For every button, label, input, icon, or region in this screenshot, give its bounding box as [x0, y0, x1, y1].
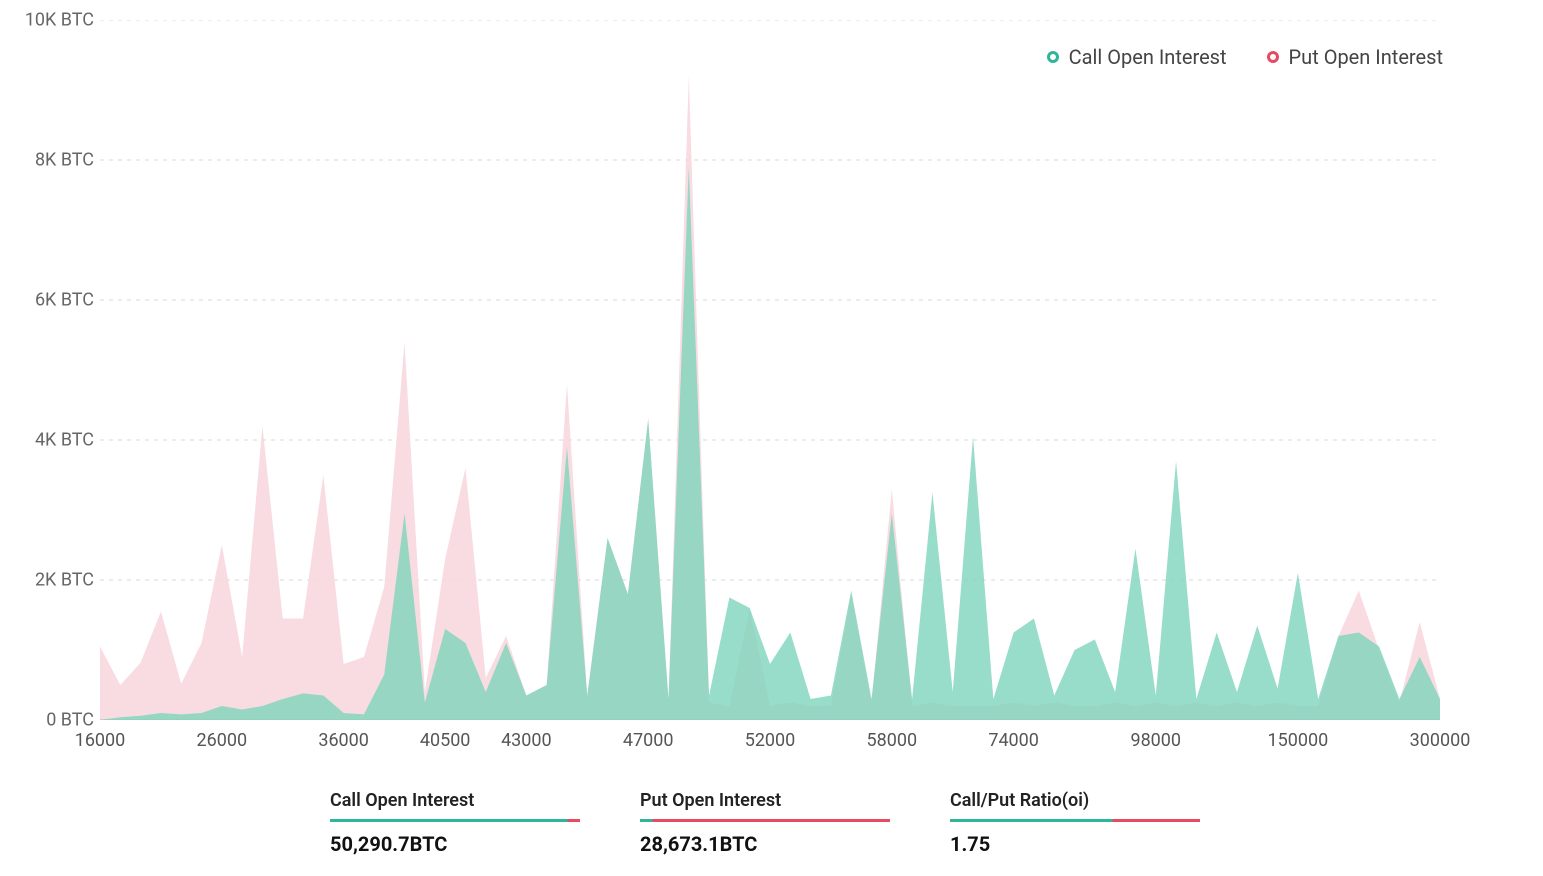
put-area — [100, 76, 1440, 720]
summary-label: Call/Put Ratio(oi) — [950, 790, 1200, 819]
summary-block: Call/Put Ratio(oi) 1.75 — [950, 790, 1200, 856]
x-tick-label: 43000 — [501, 730, 552, 751]
legend-label: Put Open Interest — [1289, 45, 1443, 69]
y-tick-label: 4K BTC — [35, 430, 94, 451]
summary-block: Call Open Interest 50,290.7BTC — [330, 790, 580, 856]
x-tick-label: 40500 — [420, 730, 471, 751]
plot-area: 0 BTC2K BTC4K BTC6K BTC8K BTC10K BTC 160… — [100, 20, 1440, 720]
summary-value: 50,290.7BTC — [330, 832, 580, 856]
x-tick-label: 36000 — [318, 730, 369, 751]
x-tick-label: 16000 — [75, 730, 126, 751]
y-tick-label: 0 BTC — [46, 710, 94, 731]
legend-item-put[interactable]: Put Open Interest — [1267, 45, 1443, 69]
summary-value: 1.75 — [950, 832, 1200, 856]
y-tick-label: 6K BTC — [35, 290, 94, 311]
y-tick-label: 10K BTC — [25, 10, 94, 31]
x-tick-label: 47000 — [623, 730, 674, 751]
btc-options-oi-chart: 0 BTC 2K BTC 4K BTC 6K BTC 8K BTC 10K BTC 160… — [0, 0, 1543, 876]
summary-label: Call Open Interest — [330, 790, 580, 819]
x-tick-label: 98000 — [1130, 730, 1181, 751]
summary-label: Put Open Interest — [640, 790, 890, 819]
summary-value: 28,673.1BTC — [640, 832, 890, 856]
legend-item-call[interactable]: Call Open Interest — [1047, 45, 1227, 69]
call-legend-marker-icon — [1047, 51, 1059, 63]
put-legend-marker-icon — [1267, 51, 1279, 63]
summary-stats-row: Call Open Interest 50,290.7BTC Put Open In… — [330, 790, 1200, 856]
y-tick-label: 2K BTC — [35, 570, 94, 591]
x-tick-label: 150000 — [1268, 730, 1329, 751]
summary-underline — [640, 819, 890, 822]
x-tick-label: 52000 — [745, 730, 796, 751]
summary-block: Put Open Interest 28,673.1BTC — [640, 790, 890, 856]
x-tick-label: 300000 — [1410, 730, 1471, 751]
x-tick-label: 26000 — [197, 730, 248, 751]
x-tick-label: 74000 — [988, 730, 1039, 751]
legend-label: Call Open Interest — [1069, 45, 1227, 69]
summary-underline — [330, 819, 580, 822]
x-tick-label: 58000 — [867, 730, 918, 751]
y-tick-label: 8K BTC — [35, 150, 94, 171]
chart-legend: Call Open Interest Put Open Interest — [1047, 45, 1443, 69]
area-chart-svg — [100, 20, 1440, 720]
summary-underline — [950, 819, 1200, 822]
